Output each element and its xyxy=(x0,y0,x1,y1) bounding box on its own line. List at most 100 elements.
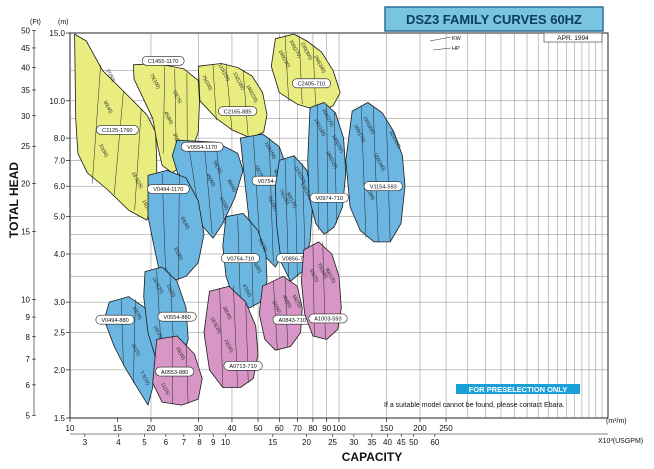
y-tick-label-ft: 50 xyxy=(21,26,30,35)
x-tick-label-m3min: 100 xyxy=(332,424,346,433)
model-label-box xyxy=(141,56,185,66)
y-axis-title: TOTAL HEAD xyxy=(7,162,21,238)
title-box xyxy=(384,6,604,32)
model-label: A0553-880 xyxy=(161,370,188,376)
x-tick-label-usgpm: 5 xyxy=(142,438,147,447)
axes: 1.52.02.53.04.05.06.07.08.010.015.056789… xyxy=(21,26,608,447)
x-tick-label-usgpm: 10 xyxy=(221,438,230,447)
model-label: V0974-710 xyxy=(316,196,343,202)
model-label: A0843-710 xyxy=(279,318,306,324)
x-tick-label-usgpm: 20 xyxy=(302,438,311,447)
model-label: C1125-1760 xyxy=(102,128,132,134)
motor-divider xyxy=(242,70,249,139)
y-tick-label-m: 2.0 xyxy=(54,366,66,375)
model-v0974-710: 132(180)200(270)160(220)185(250)V0974-71… xyxy=(307,102,349,235)
motor-divider xyxy=(301,162,306,263)
motor-divider xyxy=(233,286,238,388)
x-tick-label-usgpm: 45 xyxy=(397,438,406,447)
model-region xyxy=(270,33,341,112)
motor-rating-label: 55(75) xyxy=(291,294,303,309)
model-label-box xyxy=(218,106,258,116)
motor-divider xyxy=(298,35,303,105)
motor-divider xyxy=(312,44,317,110)
motor-rating-label: 45(60) xyxy=(204,173,216,188)
model-label: V0494-880 xyxy=(101,318,128,324)
x-tick-label-usgpm: 35 xyxy=(367,438,376,447)
y-tick-label-ft: 8 xyxy=(26,333,31,342)
y-tick-label-ft: 7 xyxy=(26,355,31,364)
model-a0713-710: 30(40)22(30)18.5(25)A0713-710 xyxy=(203,285,263,388)
motor-rating-label: 15(20) xyxy=(141,199,153,214)
motor-divider xyxy=(162,66,165,154)
y-tick-label-m: 15.0 xyxy=(49,29,65,38)
model-label: C2405-710 xyxy=(298,82,326,88)
legend-hp-leader xyxy=(432,47,452,51)
motor-divider xyxy=(225,63,233,130)
motor-rating-label: 45(60) xyxy=(162,110,174,125)
model-a0553-880: 11(15) 15(20) A0553-880 xyxy=(152,335,203,406)
model-region xyxy=(147,169,205,282)
y-tick-label-ft: 5 xyxy=(26,411,31,420)
model-label: V1154-593 xyxy=(370,184,397,190)
model-v1154-593: 200(270)220(300)250(340)315(430)280(380)… xyxy=(345,102,406,243)
model-label-box xyxy=(308,313,348,324)
motor-divider xyxy=(92,64,101,184)
model-v0554-1170: 45(60)55(75) 37(50) 30(40) V0554-1170 xyxy=(171,139,244,239)
model-label: V0856-710 xyxy=(282,256,309,262)
motor-divider xyxy=(133,299,136,383)
x-tick-label-usgpm: 8 xyxy=(197,438,202,447)
motor-rating-label: 37(50) xyxy=(241,283,253,298)
motor-divider xyxy=(284,35,289,101)
motor-rating-label: 55(75) xyxy=(171,89,183,104)
model-label-box xyxy=(180,141,224,152)
motor-rating-label: 37(50) xyxy=(104,68,116,83)
motor-rating-label: 11(15) xyxy=(130,342,142,357)
motor-rating-label: 30(40) xyxy=(221,306,233,321)
motor-rating-label: 55(75) xyxy=(253,165,265,180)
model-label: A0713-710 xyxy=(229,364,256,370)
x-tick-label-m3min: 10 xyxy=(66,424,75,433)
model-region xyxy=(345,102,406,243)
x-tick-label-m3min: 50 xyxy=(254,424,263,433)
y-tick-label-m: 8.0 xyxy=(54,134,66,143)
motor-divider xyxy=(113,91,124,195)
x-tick-label-usgpm: 50 xyxy=(409,438,418,447)
motor-divider xyxy=(203,142,213,235)
y-tick-label-m: 2.5 xyxy=(54,329,66,338)
motor-rating-label: 45(60) xyxy=(281,294,293,309)
model-label: C1455-1170 xyxy=(148,59,178,65)
x-tick-label-m3min: 20 xyxy=(147,424,156,433)
model-label: V0754-885 xyxy=(258,179,285,185)
x-tick-label-usgpm: 30 xyxy=(349,438,358,447)
motor-divider xyxy=(372,105,379,242)
date-box xyxy=(543,32,603,43)
legend-hp: HP xyxy=(452,46,460,52)
x-tick-label-m3min: 15 xyxy=(113,424,122,433)
preselection-text: FOR PRESELECTION ONLY xyxy=(469,385,568,394)
motor-divider xyxy=(316,104,319,231)
model-c1125-1760: 37(50)30(40)22(30)18.5(25)15(20)C1125-17… xyxy=(74,33,158,221)
model-label-box xyxy=(155,366,195,377)
motor-divider xyxy=(333,112,337,224)
y-tick-label-ft: 15 xyxy=(21,228,30,237)
x-unit-m3min: (m³/m) xyxy=(606,418,627,425)
model-label-box xyxy=(147,184,190,194)
x-tick-label-m3min: 150 xyxy=(380,424,394,433)
motor-divider xyxy=(386,118,391,242)
x-axis-title: CAPACITY xyxy=(342,450,402,464)
model-label-box xyxy=(95,314,135,325)
motor-rating-label: 45(60) xyxy=(251,259,263,274)
x-tick-label-m3min: 250 xyxy=(439,424,453,433)
legend-kw: KW xyxy=(452,36,462,42)
model-region xyxy=(258,275,303,351)
x-tick-label-usgpm: 60 xyxy=(430,438,439,447)
motor-rating-label: 37(50) xyxy=(218,196,230,211)
x-tick-label-m3min: 80 xyxy=(308,424,317,433)
y-tick-label-m: 3.0 xyxy=(54,298,66,307)
model-label: A1003-593 xyxy=(314,317,341,323)
model-label: V0554-1170 xyxy=(187,145,217,151)
motor-rating-label: 11(15) xyxy=(159,382,171,397)
motor-rating-label: 55(75) xyxy=(256,238,268,253)
model-v0494-880: 15(20)11(15)7.5(10)V0494-880 xyxy=(95,296,157,406)
